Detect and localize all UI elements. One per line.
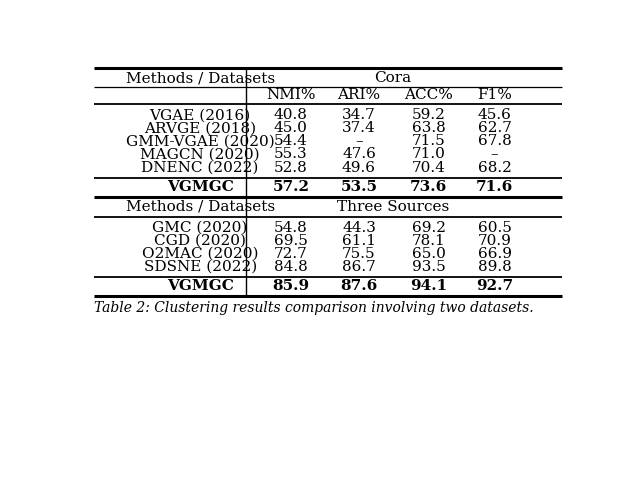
Text: 61.1: 61.1	[342, 234, 376, 248]
Text: 93.5: 93.5	[412, 260, 445, 274]
Text: 55.3: 55.3	[274, 147, 308, 161]
Text: 73.6: 73.6	[410, 180, 447, 194]
Text: 47.6: 47.6	[342, 147, 376, 161]
Text: O2MAC (2020): O2MAC (2020)	[142, 247, 259, 261]
Text: 89.8: 89.8	[477, 260, 511, 274]
Text: Three Sources: Three Sources	[337, 200, 449, 214]
Text: ARI%: ARI%	[337, 88, 381, 102]
Text: 44.3: 44.3	[342, 221, 376, 235]
Text: 78.1: 78.1	[412, 234, 445, 248]
Text: SDSNE (2022): SDSNE (2022)	[143, 260, 257, 274]
Text: 53.5: 53.5	[340, 180, 378, 194]
Text: ACC%: ACC%	[404, 88, 453, 102]
Text: 87.6: 87.6	[340, 279, 378, 293]
Text: –: –	[355, 134, 363, 148]
Text: 68.2: 68.2	[477, 160, 511, 175]
Text: MAGCN (2020): MAGCN (2020)	[140, 147, 260, 161]
Text: F1%: F1%	[477, 88, 512, 102]
Text: 86.7: 86.7	[342, 260, 376, 274]
Text: 85.9: 85.9	[272, 279, 309, 293]
Text: Methods / Datasets: Methods / Datasets	[125, 71, 275, 85]
Text: Table 2: Clustering results comparison involving two datasets.: Table 2: Clustering results comparison i…	[94, 301, 534, 315]
Text: 52.8: 52.8	[274, 160, 308, 175]
Text: 63.8: 63.8	[412, 122, 445, 135]
Text: 60.5: 60.5	[477, 221, 511, 235]
Text: GMM-VGAE (2020): GMM-VGAE (2020)	[125, 134, 275, 148]
Text: 67.8: 67.8	[477, 134, 511, 148]
Text: Cora: Cora	[374, 71, 412, 85]
Text: 71.6: 71.6	[476, 180, 513, 194]
Text: 70.4: 70.4	[412, 160, 445, 175]
Text: 94.1: 94.1	[410, 279, 447, 293]
Text: DNENC (2022): DNENC (2022)	[141, 160, 259, 175]
Text: ARVGE (2018): ARVGE (2018)	[144, 122, 256, 135]
Text: 45.6: 45.6	[477, 108, 511, 122]
Text: CGD (2020): CGD (2020)	[154, 234, 246, 248]
Text: 92.7: 92.7	[476, 279, 513, 293]
Text: GMC (2020): GMC (2020)	[152, 221, 248, 235]
Text: 71.5: 71.5	[412, 134, 445, 148]
Text: 34.7: 34.7	[342, 108, 376, 122]
Text: 69.5: 69.5	[274, 234, 308, 248]
Text: 84.8: 84.8	[274, 260, 308, 274]
Text: 75.5: 75.5	[342, 247, 376, 261]
Text: NMI%: NMI%	[266, 88, 316, 102]
Text: VGMGC: VGMGC	[166, 279, 234, 293]
Text: 37.4: 37.4	[342, 122, 376, 135]
Text: 72.7: 72.7	[274, 247, 308, 261]
Text: VGAE (2016): VGAE (2016)	[150, 108, 251, 122]
Text: 54.8: 54.8	[274, 221, 308, 235]
Text: 70.9: 70.9	[477, 234, 511, 248]
Text: 62.7: 62.7	[477, 122, 511, 135]
Text: 59.2: 59.2	[412, 108, 445, 122]
Text: 40.8: 40.8	[274, 108, 308, 122]
Text: 49.6: 49.6	[342, 160, 376, 175]
Text: 69.2: 69.2	[412, 221, 445, 235]
Text: 65.0: 65.0	[412, 247, 445, 261]
Text: 57.2: 57.2	[272, 180, 309, 194]
Text: VGMGC: VGMGC	[166, 180, 234, 194]
Text: 45.0: 45.0	[274, 122, 308, 135]
Text: Methods / Datasets: Methods / Datasets	[125, 200, 275, 214]
Text: 71.0: 71.0	[412, 147, 445, 161]
Text: –: –	[491, 147, 499, 161]
Text: 66.9: 66.9	[477, 247, 511, 261]
Text: 54.4: 54.4	[274, 134, 308, 148]
